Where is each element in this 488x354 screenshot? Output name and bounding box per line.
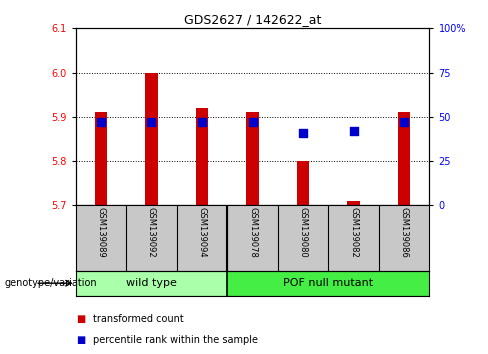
Text: genotype/variation: genotype/variation — [5, 278, 98, 288]
Point — [299, 130, 307, 136]
Bar — [145, 73, 158, 205]
Title: GDS2627 / 142622_at: GDS2627 / 142622_at — [184, 13, 321, 26]
Text: GSM139080: GSM139080 — [299, 207, 307, 257]
Bar — [227, 271, 429, 296]
Point — [249, 119, 257, 125]
Bar — [246, 113, 259, 205]
Text: ■: ■ — [76, 314, 85, 324]
Text: wild type: wild type — [126, 278, 177, 288]
Bar — [95, 113, 107, 205]
Point — [147, 119, 155, 125]
Bar — [297, 161, 309, 205]
Text: ■: ■ — [76, 335, 85, 345]
Point — [400, 119, 408, 125]
Text: GSM139086: GSM139086 — [400, 207, 408, 257]
Bar — [76, 271, 227, 296]
Text: POF null mutant: POF null mutant — [284, 278, 373, 288]
Bar — [398, 113, 410, 205]
Point — [350, 128, 358, 134]
Text: GSM139082: GSM139082 — [349, 207, 358, 257]
Text: percentile rank within the sample: percentile rank within the sample — [93, 335, 258, 345]
Text: GSM139089: GSM139089 — [97, 207, 105, 257]
Bar — [347, 201, 360, 205]
Bar — [196, 108, 208, 205]
Text: GSM139092: GSM139092 — [147, 207, 156, 257]
Text: transformed count: transformed count — [93, 314, 183, 324]
Point — [97, 119, 105, 125]
Text: GSM139094: GSM139094 — [198, 207, 206, 257]
Text: GSM139078: GSM139078 — [248, 207, 257, 257]
Point — [198, 119, 206, 125]
